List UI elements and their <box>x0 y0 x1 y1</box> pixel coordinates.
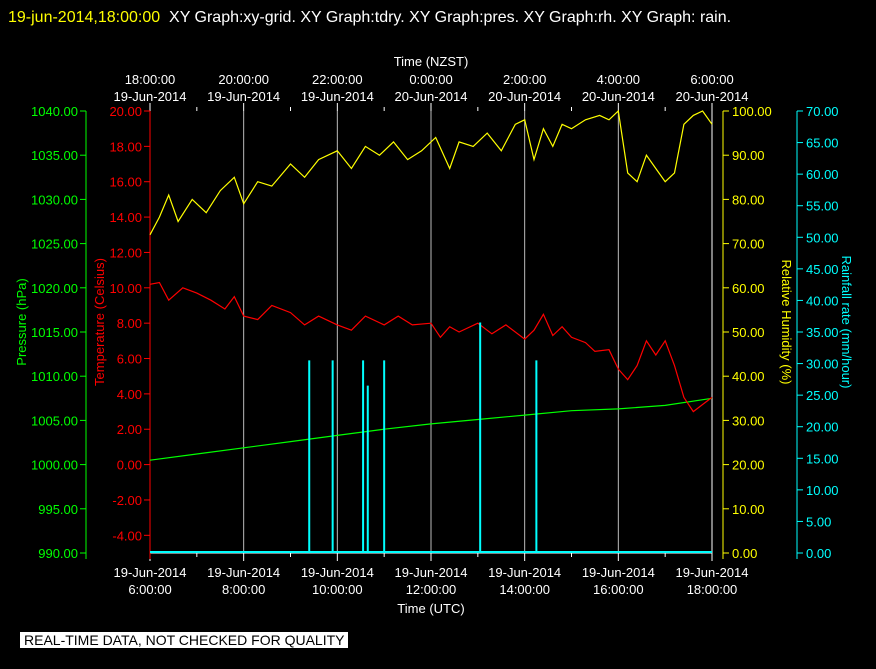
top-x-axis-title: Time (NZST) <box>394 54 469 69</box>
rainfall-tick-label: 10.00 <box>806 483 839 498</box>
humidity-axis-label: Relative Humidity (%) <box>779 260 794 385</box>
humidity-tick-label: 10.00 <box>732 502 765 517</box>
top-tick-time: 18:00:00 <box>125 72 176 87</box>
pressure-tick-label: 1005.00 <box>31 413 78 428</box>
humidity-tick-label: 30.00 <box>732 413 765 428</box>
top-tick-date: 20-Jun-2014 <box>395 89 468 104</box>
chart-title: 19-jun-2014,18:00:00 XY Graph:xy-grid. X… <box>8 3 868 32</box>
bottom-tick-time: 18:00:00 <box>687 582 738 597</box>
top-tick-time: 22:00:00 <box>312 72 363 87</box>
rainfall-tick-label: 55.00 <box>806 199 839 214</box>
bottom-tick-time: 6:00:00 <box>128 582 171 597</box>
bottom-tick-date: 19-Jun-2014 <box>676 565 749 580</box>
bottom-tick-time: 10:00:00 <box>312 582 363 597</box>
humidity-tick-label: 70.00 <box>732 237 765 252</box>
rainfall-tick-label: 0.00 <box>806 546 831 561</box>
bottom-tick-time: 16:00:00 <box>593 582 644 597</box>
humidity-series-line <box>149 109 713 236</box>
rainfall-tick-label: 45.00 <box>806 262 839 277</box>
top-tick-time: 6:00:00 <box>690 72 733 87</box>
bottom-tick-date: 19-Jun-2014 <box>114 565 187 580</box>
temperature-tick-label: 12.00 <box>109 245 142 260</box>
title-graph-names: XY Graph:xy-grid. XY Graph:tdry. XY Grap… <box>169 9 732 26</box>
bottom-tick-time: 8:00:00 <box>222 582 265 597</box>
bottom-tick-date: 19-Jun-2014 <box>488 565 561 580</box>
top-tick-date: 20-Jun-2014 <box>676 89 749 104</box>
rainfall-tick-label: 5.00 <box>806 514 831 529</box>
bottom-tick-date: 19-Jun-2014 <box>582 565 655 580</box>
rainfall-tick-label: 35.00 <box>806 325 839 340</box>
rainfall-tick-label: 30.00 <box>806 357 839 372</box>
temperature-tick-label: 8.00 <box>117 316 142 331</box>
temperature-series-line <box>149 281 713 413</box>
temperature-tick-label: -2.00 <box>112 493 142 508</box>
humidity-tick-label: 90.00 <box>732 148 765 163</box>
bottom-tick-time: 12:00:00 <box>406 582 457 597</box>
pressure-series-line <box>149 397 713 461</box>
humidity-tick-label: 20.00 <box>732 458 765 473</box>
temperature-tick-label: -4.00 <box>112 528 142 543</box>
temperature-tick-label: 14.00 <box>109 210 142 225</box>
temperature-axis-label: Temperature (Celsius) <box>92 258 107 386</box>
rainfall-tick-label: 65.00 <box>806 136 839 151</box>
humidity-tick-label: 50.00 <box>732 325 765 340</box>
pressure-axis-label: Pressure (hPa) <box>14 278 29 365</box>
top-tick-date: 19-Jun-2014 <box>301 89 374 104</box>
rainfall-tick-label: 70.00 <box>806 104 839 119</box>
pressure-tick-label: 1020.00 <box>31 281 78 296</box>
top-tick-time: 2:00:00 <box>503 72 546 87</box>
rainfall-tick-label: 25.00 <box>806 388 839 403</box>
humidity-tick-label: 80.00 <box>732 192 765 207</box>
top-tick-time: 0:00:00 <box>409 72 452 87</box>
rainfall-tick-label: 60.00 <box>806 167 839 182</box>
pressure-tick-label: 990.00 <box>38 546 78 561</box>
temperature-tick-label: 2.00 <box>117 422 142 437</box>
humidity-tick-label: 40.00 <box>732 369 765 384</box>
temperature-tick-label: 16.00 <box>109 175 142 190</box>
quality-disclaimer: REAL-TIME DATA, NOT CHECKED FOR QUALITY <box>20 632 349 648</box>
bottom-tick-date: 19-Jun-2014 <box>301 565 374 580</box>
pressure-tick-label: 1025.00 <box>31 237 78 252</box>
temperature-tick-label: 6.00 <box>117 352 142 367</box>
pressure-tick-label: 1035.00 <box>31 148 78 163</box>
rainfall-tick-label: 40.00 <box>806 293 839 308</box>
top-tick-date: 19-Jun-2014 <box>207 89 280 104</box>
top-tick-time: 20:00:00 <box>218 72 269 87</box>
top-tick-date: 20-Jun-2014 <box>582 89 655 104</box>
rainfall-tick-label: 50.00 <box>806 230 839 245</box>
top-tick-date: 20-Jun-2014 <box>488 89 561 104</box>
temperature-tick-label: 0.00 <box>117 458 142 473</box>
humidity-tick-label: 0.00 <box>732 546 757 561</box>
top-tick-time: 4:00:00 <box>597 72 640 87</box>
pressure-tick-label: 995.00 <box>38 502 78 517</box>
pressure-tick-label: 1010.00 <box>31 369 78 384</box>
bottom-tick-date: 19-Jun-2014 <box>207 565 280 580</box>
rainfall-tick-label: 15.00 <box>806 451 839 466</box>
pressure-tick-label: 1040.00 <box>31 104 78 119</box>
bottom-tick-date: 19-Jun-2014 <box>395 565 468 580</box>
top-tick-date: 19-Jun-2014 <box>114 89 187 104</box>
temperature-tick-label: 10.00 <box>109 281 142 296</box>
humidity-tick-label: 100.00 <box>732 104 772 119</box>
temperature-tick-label: 18.00 <box>109 139 142 154</box>
rainfall-tick-label: 20.00 <box>806 420 839 435</box>
bottom-x-axis-title: Time (UTC) <box>397 601 464 616</box>
pressure-tick-label: 1015.00 <box>31 325 78 340</box>
temperature-tick-label: 4.00 <box>117 387 142 402</box>
humidity-tick-label: 60.00 <box>732 281 765 296</box>
temperature-tick-label: 20.00 <box>109 104 142 119</box>
pressure-tick-label: 1030.00 <box>31 192 78 207</box>
bottom-tick-time: 14:00:00 <box>499 582 550 597</box>
title-timestamp: 19-jun-2014,18:00:00 <box>8 9 161 26</box>
pressure-tick-label: 1000.00 <box>31 458 78 473</box>
rainfall-axis-label: Rainfall rate (mm/hour) <box>839 256 854 389</box>
